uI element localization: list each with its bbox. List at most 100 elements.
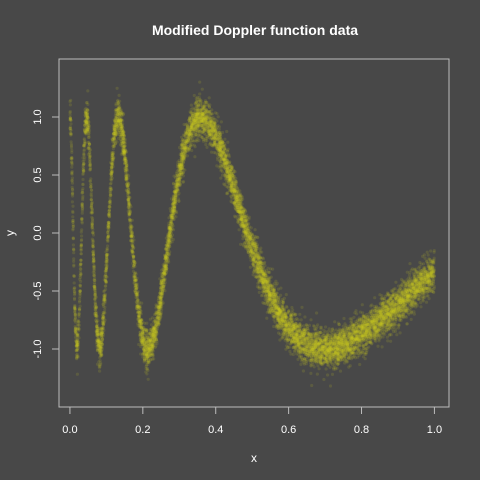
data-point bbox=[320, 349, 324, 353]
data-point bbox=[188, 120, 192, 125]
data-point bbox=[336, 351, 340, 355]
data-point bbox=[200, 118, 204, 122]
data-point bbox=[314, 361, 318, 365]
data-point bbox=[225, 175, 230, 179]
data-point bbox=[274, 325, 278, 329]
data-point bbox=[217, 142, 221, 146]
data-point bbox=[229, 199, 233, 203]
data-point bbox=[302, 338, 306, 343]
data-point bbox=[153, 345, 157, 349]
data-point bbox=[81, 177, 85, 182]
data-point bbox=[215, 156, 220, 160]
data-point bbox=[378, 310, 382, 314]
data-point bbox=[157, 307, 161, 311]
data-point bbox=[246, 236, 250, 240]
data-point bbox=[71, 194, 75, 198]
data-point bbox=[134, 272, 138, 276]
data-point bbox=[184, 141, 188, 145]
data-point bbox=[345, 350, 349, 354]
data-point bbox=[361, 337, 365, 341]
data-point bbox=[350, 345, 355, 349]
data-point bbox=[121, 137, 125, 141]
data-point bbox=[129, 230, 133, 234]
data-point bbox=[82, 161, 86, 165]
data-point bbox=[279, 309, 283, 313]
data-point bbox=[136, 310, 140, 315]
data-point bbox=[90, 202, 94, 206]
data-point bbox=[422, 290, 426, 294]
data-point bbox=[181, 140, 185, 144]
data-point bbox=[420, 283, 424, 287]
data-point bbox=[319, 353, 323, 357]
data-point bbox=[79, 243, 83, 248]
data-point bbox=[136, 311, 140, 315]
data-point bbox=[417, 282, 421, 286]
data-point bbox=[208, 120, 212, 124]
data-point bbox=[119, 139, 123, 143]
data-point bbox=[243, 209, 248, 213]
data-point bbox=[432, 269, 436, 273]
data-point bbox=[350, 336, 354, 340]
data-point bbox=[364, 331, 368, 335]
data-point bbox=[235, 200, 239, 204]
data-point bbox=[288, 349, 292, 353]
data-point bbox=[424, 269, 428, 274]
data-point bbox=[300, 338, 304, 342]
data-point bbox=[419, 301, 423, 305]
data-point bbox=[315, 372, 319, 376]
data-point bbox=[413, 285, 417, 289]
data-point bbox=[84, 120, 88, 124]
data-point bbox=[292, 341, 296, 345]
data-point bbox=[180, 156, 184, 160]
data-point bbox=[135, 301, 139, 305]
data-point bbox=[82, 148, 86, 152]
data-point bbox=[278, 318, 282, 323]
data-point bbox=[173, 189, 177, 193]
data-point bbox=[359, 328, 363, 332]
data-point bbox=[208, 122, 212, 126]
data-point bbox=[284, 315, 288, 319]
data-point bbox=[289, 352, 293, 356]
data-point bbox=[179, 171, 183, 175]
data-point bbox=[394, 327, 398, 331]
data-point bbox=[92, 266, 96, 270]
data-point bbox=[108, 200, 112, 204]
data-point bbox=[168, 230, 172, 234]
data-point bbox=[90, 207, 94, 211]
data-point bbox=[228, 165, 232, 169]
data-point bbox=[342, 336, 346, 340]
data-point bbox=[234, 196, 238, 200]
data-point bbox=[193, 130, 197, 134]
data-point bbox=[197, 118, 201, 122]
data-point bbox=[98, 339, 102, 343]
data-point bbox=[326, 348, 331, 352]
data-point bbox=[100, 342, 104, 346]
data-point bbox=[347, 333, 351, 337]
data-point bbox=[316, 351, 320, 355]
data-point bbox=[241, 209, 245, 213]
data-point bbox=[314, 345, 318, 349]
data-point bbox=[144, 363, 149, 367]
data-point bbox=[157, 295, 161, 299]
data-point bbox=[337, 340, 341, 344]
data-point bbox=[424, 300, 429, 304]
data-point bbox=[276, 326, 281, 331]
data-point bbox=[127, 198, 131, 202]
data-point bbox=[284, 323, 288, 327]
data-point bbox=[186, 136, 190, 140]
data-point bbox=[192, 124, 196, 129]
data-point bbox=[230, 190, 234, 194]
data-point bbox=[418, 272, 422, 276]
data-point bbox=[332, 354, 336, 358]
data-point bbox=[288, 328, 293, 332]
data-point bbox=[204, 124, 208, 128]
data-point bbox=[397, 306, 401, 310]
data-point bbox=[100, 326, 104, 330]
data-point bbox=[409, 268, 413, 272]
data-point bbox=[242, 225, 246, 229]
data-point bbox=[362, 324, 366, 328]
data-point bbox=[247, 235, 251, 239]
data-point bbox=[97, 338, 101, 342]
data-point bbox=[227, 172, 232, 176]
data-point bbox=[376, 331, 380, 335]
